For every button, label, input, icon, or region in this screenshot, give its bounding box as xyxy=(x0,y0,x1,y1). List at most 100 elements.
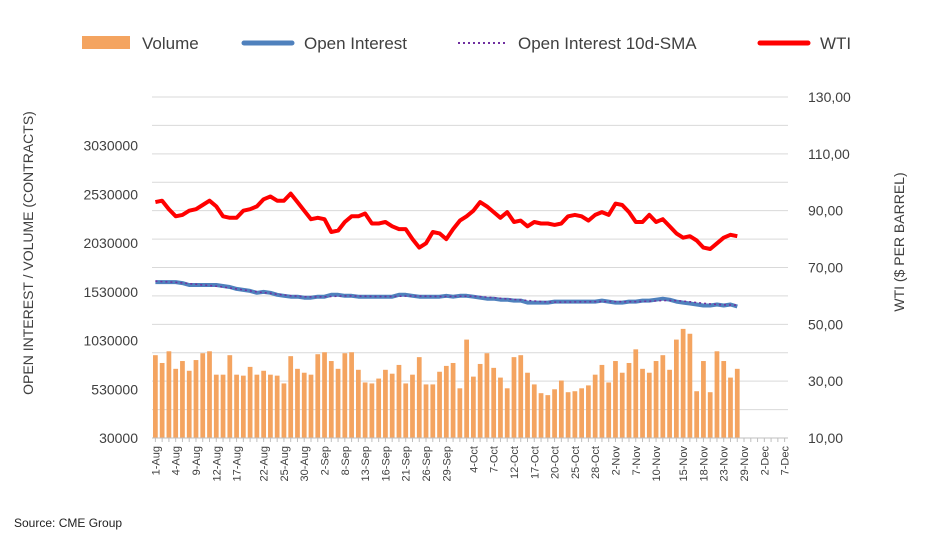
right-tick-1: 30,00 xyxy=(808,373,843,389)
volume-bar xyxy=(694,391,700,438)
volume-bar xyxy=(457,388,463,438)
volume-bar xyxy=(680,328,686,438)
x-tick-label-19: 20-Oct xyxy=(550,446,562,479)
volume-bar xyxy=(504,388,510,438)
volume-bar xyxy=(511,357,517,438)
volume-bar xyxy=(443,365,449,438)
volume-bar xyxy=(234,374,239,438)
volume-bar xyxy=(240,375,246,438)
volume-bar xyxy=(403,383,409,438)
open-interest-sma-line xyxy=(155,280,738,306)
x-tick-label-26: 18-Nov xyxy=(698,446,710,482)
volume-bar xyxy=(538,393,544,438)
volume-bar xyxy=(295,368,300,438)
volume-bar xyxy=(281,383,287,438)
x-tick-label-10: 13-Sep xyxy=(360,446,372,481)
volume-bar xyxy=(518,355,524,438)
volume-bar xyxy=(159,362,165,438)
volume-bar xyxy=(437,371,442,438)
volume-bar xyxy=(153,355,158,438)
x-axis: 1-Aug 4-Aug 9-Aug 12-Aug 17-Aug 22-Aug 25-Aug 3… xyxy=(150,437,792,482)
volume-bar xyxy=(558,380,564,438)
x-tick-label-29: 2-Dec xyxy=(759,446,771,476)
x-tick-label-12: 21-Sep xyxy=(401,446,413,481)
volume-bar xyxy=(477,363,483,438)
volume-bar xyxy=(301,372,307,438)
volume-bar xyxy=(410,374,415,438)
x-tick-label-8: 2-Sep xyxy=(320,446,332,475)
volume-bar xyxy=(227,355,233,438)
volume-bar xyxy=(166,351,172,438)
x-tick-label-22: 2-Nov xyxy=(610,446,622,476)
volume-bar xyxy=(525,372,530,438)
volume-bar xyxy=(464,339,469,438)
volume-bar xyxy=(213,374,219,438)
volume-bar xyxy=(355,369,361,438)
volume-bar xyxy=(734,368,740,438)
x-tick-label-0: 1-Aug xyxy=(150,446,162,475)
volume-bar xyxy=(200,353,206,438)
volume-bar xyxy=(173,368,179,438)
right-tick-5: 110,00 xyxy=(808,146,850,162)
x-tick-label-25: 15-Nov xyxy=(678,446,690,482)
x-tick-label-4: 17-Aug xyxy=(232,446,244,481)
volume-bar xyxy=(619,372,625,438)
x-tick-label-1: 4-Aug xyxy=(171,446,183,475)
volume-bar xyxy=(701,361,706,438)
volume-bar xyxy=(342,353,348,438)
gridlines xyxy=(152,96,788,439)
x-tick-label-13: 26-Sep xyxy=(421,446,433,481)
wti-line xyxy=(154,191,738,251)
volume-bar xyxy=(247,366,253,438)
volume-bar xyxy=(186,370,192,438)
x-tick-label-24: 10-Nov xyxy=(651,446,663,482)
volume-bar xyxy=(586,385,591,438)
volume-bar xyxy=(328,361,334,438)
left-tick-1: 530000 xyxy=(91,381,138,397)
volume-bar xyxy=(471,376,476,438)
volume-bar xyxy=(261,370,267,438)
legend-label-0: Volume xyxy=(142,34,199,53)
left-tick-6: 3030000 xyxy=(83,138,138,154)
volume-bar xyxy=(335,368,341,438)
x-tick-label-20: 25-Oct xyxy=(570,446,582,479)
volume-bar xyxy=(667,369,672,438)
left-tick-2: 1030000 xyxy=(83,333,138,349)
volume-bar xyxy=(579,388,585,438)
volume-bar xyxy=(430,384,436,438)
x-tick-label-15: 4-Oct xyxy=(468,446,480,473)
volume-bar xyxy=(498,377,503,438)
right-tick-2: 50,00 xyxy=(808,316,843,332)
volume-bar xyxy=(572,391,578,438)
volume-bar xyxy=(349,352,354,438)
volume-bar xyxy=(728,377,733,438)
volume-bar xyxy=(389,373,395,438)
left-tick-5: 2530000 xyxy=(83,186,138,202)
x-tick-label-28: 29-Nov xyxy=(739,446,751,482)
left-axis-ticks: 30000 530000 1030000 1530000 2030000 2530000 3… xyxy=(83,138,138,446)
right-tick-3: 70,00 xyxy=(808,260,843,276)
right-tick-6: 130,00 xyxy=(808,89,851,105)
volume-bar xyxy=(180,361,185,438)
volume-bar xyxy=(592,374,598,438)
volume-bar xyxy=(450,362,456,438)
volume-bar xyxy=(565,392,571,438)
volume-bar xyxy=(653,361,659,438)
volume-bar xyxy=(491,367,497,438)
volume-bar xyxy=(484,353,490,438)
x-tick-label-21: 28-Oct xyxy=(590,446,602,479)
volume-bar xyxy=(268,374,273,438)
volume-bar xyxy=(626,362,632,438)
right-axis-label: WTI ($ PER BARREL) xyxy=(891,172,907,311)
legend-label-1: Open Interest xyxy=(304,34,407,53)
x-tick-label-7: 30-Aug xyxy=(299,446,311,481)
volume-bar xyxy=(362,382,368,438)
x-tick-label-18: 17-Oct xyxy=(529,446,541,479)
volume-bar xyxy=(714,351,720,438)
x-tick-label-11: 16-Sep xyxy=(380,446,392,481)
volume-bar xyxy=(274,375,280,438)
volume-bar xyxy=(707,392,713,438)
volume-bar xyxy=(383,369,388,438)
x-tick-label-6: 25-Aug xyxy=(279,446,291,481)
